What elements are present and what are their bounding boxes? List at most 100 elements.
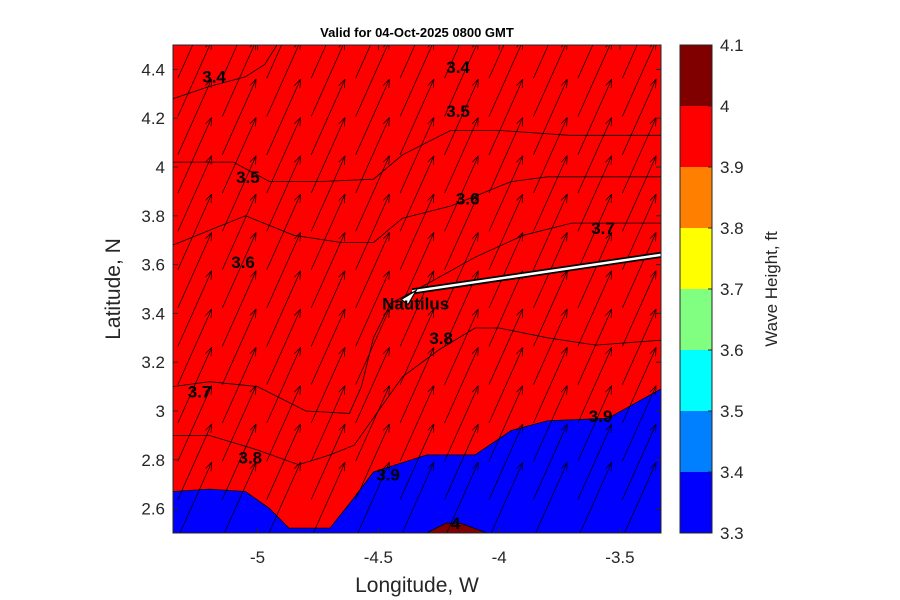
wind-arrow	[535, 461, 568, 533]
y-tick-label: 3.8	[141, 207, 165, 226]
x-tick-label: -5	[250, 548, 265, 567]
colorbar-swatch	[680, 350, 712, 411]
wind-arrow	[310, 270, 346, 347]
wind-arrow	[310, 155, 346, 232]
wind-arrow	[177, 155, 213, 232]
wind-arrow	[310, 78, 346, 155]
band-3.9-4	[173, 45, 661, 529]
wind-arrow	[310, 232, 346, 309]
wind-arrow	[355, 117, 390, 194]
wind-arrow	[488, 45, 505, 79]
wind-arrow	[355, 385, 390, 462]
wind-arrow	[488, 308, 524, 385]
colorbar-swatch	[680, 411, 712, 472]
wind-arrow	[399, 232, 435, 309]
track-line	[412, 253, 661, 293]
wind-arrow	[177, 117, 213, 194]
wind-arrow	[399, 155, 435, 232]
wind-arrow	[177, 78, 213, 155]
contour-line-3.7	[173, 222, 661, 414]
wind-arrow	[355, 308, 390, 385]
y-tick-label: 4	[156, 158, 165, 177]
wind-arrow	[488, 232, 524, 309]
wind-arrow	[533, 347, 568, 424]
wind-arrow	[266, 155, 301, 232]
wind-arrow	[577, 117, 613, 194]
wind-arrow	[622, 45, 638, 79]
wind-arrow	[533, 117, 568, 194]
wind-arrow	[177, 232, 213, 309]
wind-arrow	[224, 461, 257, 533]
wind-arrow	[399, 270, 435, 347]
wind-arrow	[221, 155, 257, 232]
contour-label: 3.8	[238, 448, 262, 467]
wind-arrow	[177, 308, 213, 385]
wind-arrow	[622, 270, 657, 347]
wind-arrow	[221, 232, 257, 309]
x-axis-ticks: -5 -4.5 -4 -3.5	[250, 45, 635, 567]
contour-label: 3.4	[202, 68, 226, 87]
wind-arrow	[221, 385, 257, 462]
wind-arrow	[488, 423, 524, 500]
wind-arrow	[401, 461, 435, 533]
wind-arrow	[444, 232, 479, 309]
wind-arrow	[221, 423, 257, 500]
wind-arrow	[577, 45, 594, 79]
contour-label: 3.8	[429, 329, 453, 348]
colorbar-swatch	[680, 472, 712, 533]
wind-arrow	[533, 78, 568, 155]
wind-arrow	[266, 270, 301, 347]
wind-arrow	[266, 308, 301, 385]
wind-arrow	[622, 78, 657, 155]
wind-arrow	[577, 423, 613, 500]
wind-arrow	[577, 193, 613, 270]
wind-arrow	[221, 193, 257, 270]
wind-arrow	[221, 78, 257, 155]
x-tick-label: -4	[492, 548, 507, 567]
wind-arrow	[577, 232, 613, 309]
wind-arrow	[266, 45, 282, 79]
contour-labels: 3.4 3.4 3.5 3.5 3.6 3.6 3.7 3.7 3.8 3.8 3.9 3.9 4	[188, 58, 615, 533]
wind-arrow	[221, 117, 257, 194]
wind-arrow	[444, 193, 479, 270]
x-tick-label: -3.5	[605, 548, 634, 567]
y-tick-label: 3	[156, 402, 165, 421]
wind-arrow	[355, 232, 390, 309]
wind-arrow	[488, 193, 524, 270]
wind-arrow	[266, 193, 301, 270]
wind-arrow	[266, 78, 301, 155]
contour-label: 3.4	[446, 58, 470, 77]
colorbar-swatch	[680, 167, 712, 228]
colorbar-swatch	[680, 289, 712, 350]
wind-arrow	[533, 270, 568, 347]
colorbar-tick-label: 3.9	[720, 158, 744, 177]
wind-arrow	[221, 270, 257, 347]
wind-arrow	[266, 117, 301, 194]
wind-arrow	[444, 78, 479, 155]
wind-arrow	[355, 155, 390, 232]
colorbar-tick-label: 4	[720, 97, 729, 116]
wind-arrow	[266, 232, 301, 309]
wind-arrow	[622, 232, 657, 309]
wind-arrow	[310, 117, 346, 194]
wind-arrow	[622, 155, 657, 232]
y-tick-label: 4.4	[141, 60, 165, 79]
wind-arrow	[221, 45, 238, 79]
colorbar-label: Wave Height, ft	[762, 231, 781, 347]
wind-arrow	[310, 423, 346, 500]
wind-arrow	[221, 308, 257, 385]
wind-arrow	[622, 423, 657, 500]
wind-arrow	[622, 308, 657, 385]
contour-label: 3.7	[591, 219, 615, 238]
vessel-name-label: Nautilus	[382, 294, 449, 313]
wind-arrow	[533, 193, 568, 270]
wind-arrow	[444, 117, 479, 194]
wind-arrow	[577, 155, 613, 232]
wind-arrow	[622, 347, 657, 424]
wind-arrow	[355, 78, 390, 155]
wind-arrow	[399, 45, 416, 79]
wind-arrow	[177, 347, 213, 424]
x-tick-label: -4.5	[364, 548, 393, 567]
contour-label: 3.5	[446, 102, 470, 121]
